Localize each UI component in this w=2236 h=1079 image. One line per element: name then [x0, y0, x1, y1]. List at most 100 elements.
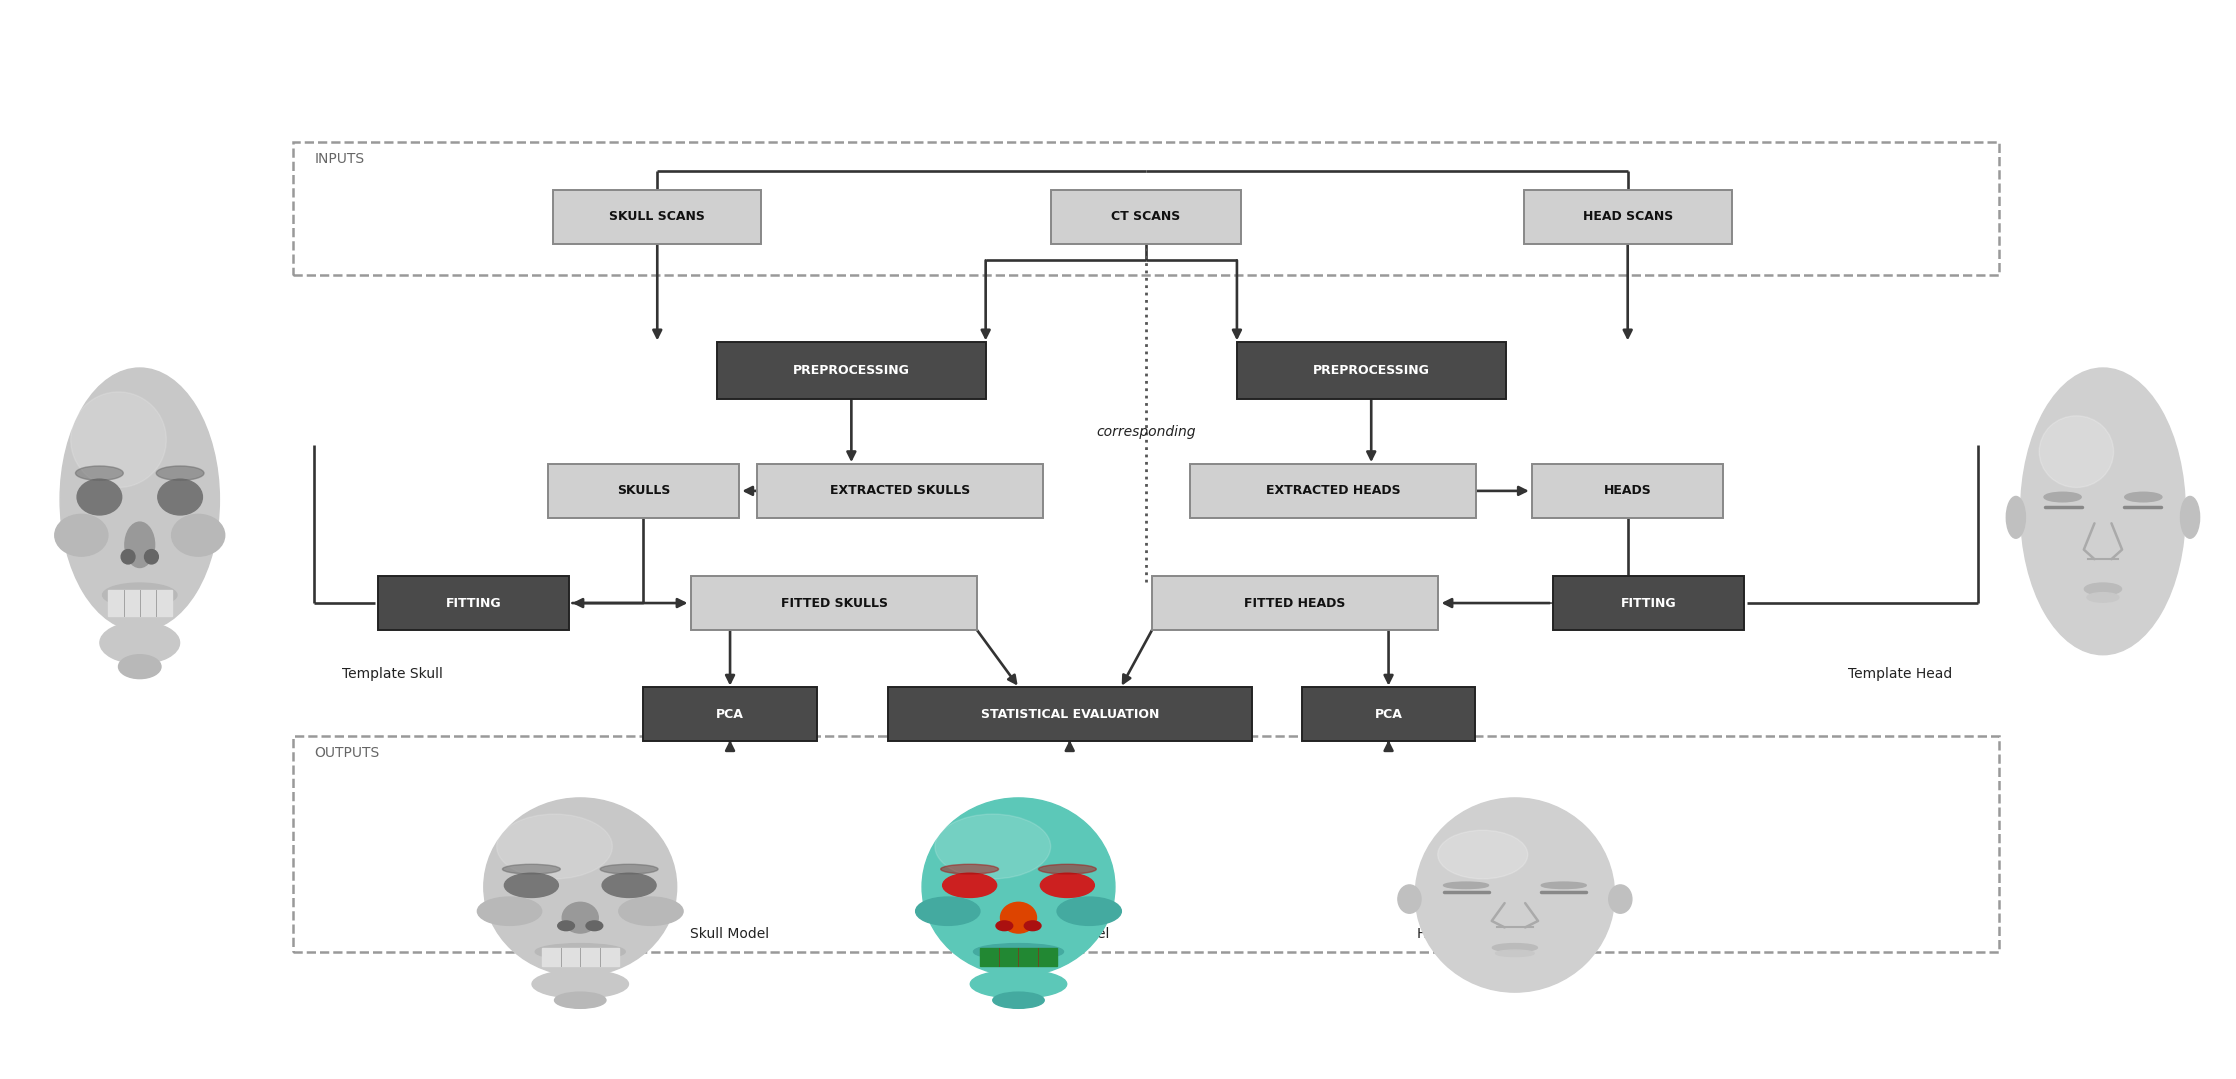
- FancyBboxPatch shape: [1051, 190, 1241, 244]
- Ellipse shape: [1438, 831, 1527, 878]
- Ellipse shape: [72, 392, 165, 488]
- Text: Head Model: Head Model: [1418, 927, 1498, 941]
- Text: SKULLS: SKULLS: [617, 484, 671, 497]
- Ellipse shape: [2124, 492, 2162, 502]
- Ellipse shape: [970, 970, 1067, 998]
- Ellipse shape: [1024, 920, 1042, 930]
- Text: PCA: PCA: [1375, 708, 1402, 721]
- Ellipse shape: [557, 920, 575, 930]
- Ellipse shape: [496, 814, 613, 878]
- FancyBboxPatch shape: [1152, 576, 1438, 630]
- Ellipse shape: [103, 583, 177, 606]
- Ellipse shape: [2084, 583, 2122, 595]
- Ellipse shape: [1444, 883, 1489, 889]
- Ellipse shape: [1541, 883, 1585, 889]
- Text: INPUTS: INPUTS: [313, 151, 364, 165]
- Text: Template Head: Template Head: [1847, 667, 1952, 681]
- Ellipse shape: [532, 970, 628, 998]
- Text: HEADS: HEADS: [1603, 484, 1652, 497]
- Ellipse shape: [586, 920, 604, 930]
- Ellipse shape: [503, 864, 561, 874]
- Ellipse shape: [1058, 897, 1122, 926]
- FancyBboxPatch shape: [644, 687, 816, 741]
- FancyBboxPatch shape: [691, 576, 977, 630]
- Ellipse shape: [941, 864, 999, 874]
- FancyBboxPatch shape: [888, 687, 1252, 741]
- FancyBboxPatch shape: [1554, 576, 1744, 630]
- Ellipse shape: [54, 515, 107, 556]
- Ellipse shape: [101, 622, 179, 664]
- Text: FITTING: FITTING: [445, 597, 501, 610]
- Text: OUTPUTS: OUTPUTS: [313, 746, 380, 760]
- FancyBboxPatch shape: [718, 342, 986, 398]
- Ellipse shape: [944, 873, 997, 898]
- Ellipse shape: [1038, 864, 1096, 874]
- Ellipse shape: [561, 902, 599, 933]
- Ellipse shape: [1040, 873, 1093, 898]
- Ellipse shape: [76, 466, 123, 480]
- Text: HEAD SCANS: HEAD SCANS: [1583, 210, 1673, 223]
- Text: CT SCANS: CT SCANS: [1111, 210, 1181, 223]
- Ellipse shape: [935, 814, 1051, 878]
- Ellipse shape: [599, 864, 657, 874]
- Ellipse shape: [555, 993, 606, 1008]
- Ellipse shape: [534, 943, 626, 960]
- Ellipse shape: [2039, 415, 2113, 488]
- Ellipse shape: [2006, 496, 2026, 538]
- Text: PREPROCESSING: PREPROCESSING: [1313, 364, 1429, 377]
- Ellipse shape: [2086, 592, 2120, 602]
- Ellipse shape: [121, 549, 134, 564]
- Text: FITTED HEADS: FITTED HEADS: [1243, 597, 1346, 610]
- FancyBboxPatch shape: [548, 464, 738, 518]
- FancyBboxPatch shape: [1190, 464, 1476, 518]
- Ellipse shape: [1608, 885, 1632, 913]
- Ellipse shape: [921, 797, 1116, 975]
- FancyBboxPatch shape: [1301, 687, 1476, 741]
- Ellipse shape: [1398, 885, 1422, 913]
- Text: Skull Model: Skull Model: [691, 927, 769, 941]
- Text: EXTRACTED SKULLS: EXTRACTED SKULLS: [830, 484, 970, 497]
- FancyBboxPatch shape: [1523, 190, 1731, 244]
- FancyBboxPatch shape: [107, 590, 172, 616]
- FancyBboxPatch shape: [1532, 464, 1724, 518]
- Ellipse shape: [917, 897, 979, 926]
- Ellipse shape: [159, 479, 203, 515]
- Text: FITTED SKULLS: FITTED SKULLS: [780, 597, 888, 610]
- Ellipse shape: [2021, 368, 2185, 655]
- Ellipse shape: [157, 466, 203, 480]
- Ellipse shape: [145, 549, 159, 564]
- Text: corresponding: corresponding: [1096, 425, 1196, 439]
- Text: STATISTICAL EVALUATION: STATISTICAL EVALUATION: [982, 708, 1158, 721]
- Ellipse shape: [2044, 492, 2082, 502]
- Ellipse shape: [999, 902, 1038, 933]
- FancyBboxPatch shape: [552, 190, 760, 244]
- Ellipse shape: [125, 522, 154, 568]
- Text: PCA: PCA: [716, 708, 745, 721]
- Ellipse shape: [1415, 797, 1614, 993]
- Text: EXTRACTED HEADS: EXTRACTED HEADS: [1266, 484, 1400, 497]
- Ellipse shape: [2180, 496, 2200, 538]
- FancyBboxPatch shape: [541, 948, 619, 967]
- Ellipse shape: [172, 515, 224, 556]
- FancyBboxPatch shape: [979, 948, 1058, 967]
- Ellipse shape: [479, 897, 541, 926]
- Ellipse shape: [1491, 943, 1538, 952]
- Ellipse shape: [1496, 950, 1534, 956]
- Ellipse shape: [505, 873, 559, 898]
- Ellipse shape: [60, 368, 219, 631]
- Ellipse shape: [601, 873, 655, 898]
- Text: Template Skull: Template Skull: [342, 667, 443, 681]
- Ellipse shape: [993, 993, 1044, 1008]
- Ellipse shape: [973, 943, 1064, 960]
- Ellipse shape: [483, 797, 678, 975]
- Text: FITTING: FITTING: [1621, 597, 1677, 610]
- FancyBboxPatch shape: [378, 576, 568, 630]
- FancyBboxPatch shape: [1237, 342, 1505, 398]
- FancyBboxPatch shape: [758, 464, 1042, 518]
- Text: FSTT Model: FSTT Model: [1031, 927, 1109, 941]
- Ellipse shape: [995, 920, 1013, 930]
- Ellipse shape: [76, 479, 121, 515]
- Ellipse shape: [619, 897, 684, 926]
- Text: SKULL SCANS: SKULL SCANS: [610, 210, 704, 223]
- Text: PREPROCESSING: PREPROCESSING: [794, 364, 910, 377]
